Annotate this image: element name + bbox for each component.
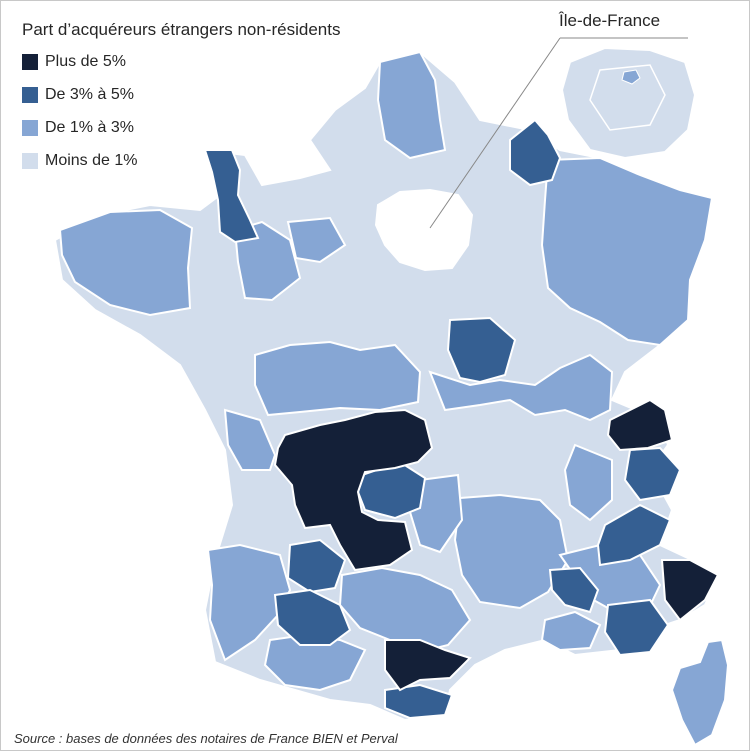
lot-et-garonne-department bbox=[286, 538, 347, 594]
legend-label: Plus de 5% bbox=[45, 53, 126, 70]
legend-item: De 1% à 3% bbox=[22, 116, 340, 140]
legend-swatch bbox=[22, 87, 38, 103]
legend-title: Part d’acquéreurs étrangers non-résident… bbox=[22, 20, 341, 39]
legend-item: De 3% à 5% bbox=[22, 83, 340, 107]
legend-item: Moins de 1% bbox=[22, 149, 340, 173]
ile-de-france-inset bbox=[560, 46, 697, 160]
legend-label: De 3% à 5% bbox=[45, 86, 134, 103]
vaucluse-department bbox=[548, 566, 600, 614]
departments-over-5pct bbox=[273, 398, 720, 692]
pyrenees-orientales-department bbox=[384, 683, 454, 720]
legend-label: Moins de 1% bbox=[45, 152, 138, 169]
legend-item: Plus de 5% bbox=[22, 50, 340, 74]
nievre-department bbox=[446, 316, 517, 384]
ile-de-france-label: Île-de-France bbox=[559, 11, 661, 30]
source-note: Source : bases de données des notaires d… bbox=[14, 731, 398, 746]
legend-label: De 1% à 3% bbox=[45, 119, 134, 136]
manche-department bbox=[203, 149, 260, 244]
map-legend: Part d’acquéreurs étrangers non-résident… bbox=[22, 20, 340, 182]
departments-1-3pct bbox=[58, 50, 714, 692]
var-department bbox=[603, 598, 670, 657]
haute-savoie-department bbox=[606, 398, 674, 452]
legend-swatch bbox=[22, 54, 38, 70]
savoie-department bbox=[623, 446, 682, 502]
gers-department bbox=[273, 588, 352, 646]
legend-swatch bbox=[22, 153, 38, 169]
alpes-maritimes-department bbox=[660, 559, 720, 622]
paris-marker bbox=[621, 69, 641, 85]
ile-de-france-area bbox=[374, 188, 474, 272]
herault-aude-department bbox=[384, 639, 472, 692]
ile-de-france-leader-line bbox=[429, 37, 561, 229]
legend-swatch bbox=[22, 120, 38, 136]
ardennes-department bbox=[509, 118, 562, 187]
corsica bbox=[670, 638, 730, 747]
departments-3-5pct bbox=[203, 118, 682, 720]
hautes-alpes-department bbox=[596, 503, 672, 567]
limousin-cluster bbox=[273, 408, 434, 572]
